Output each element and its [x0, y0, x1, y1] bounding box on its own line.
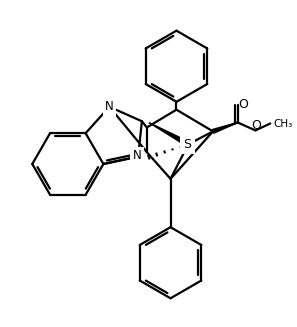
Polygon shape [212, 123, 238, 133]
Text: N: N [105, 100, 114, 113]
Text: O: O [252, 119, 261, 132]
Text: N: N [133, 149, 142, 162]
Text: S: S [183, 138, 191, 151]
Polygon shape [149, 123, 189, 146]
Text: CH₃: CH₃ [273, 118, 293, 129]
Text: O: O [239, 98, 249, 111]
